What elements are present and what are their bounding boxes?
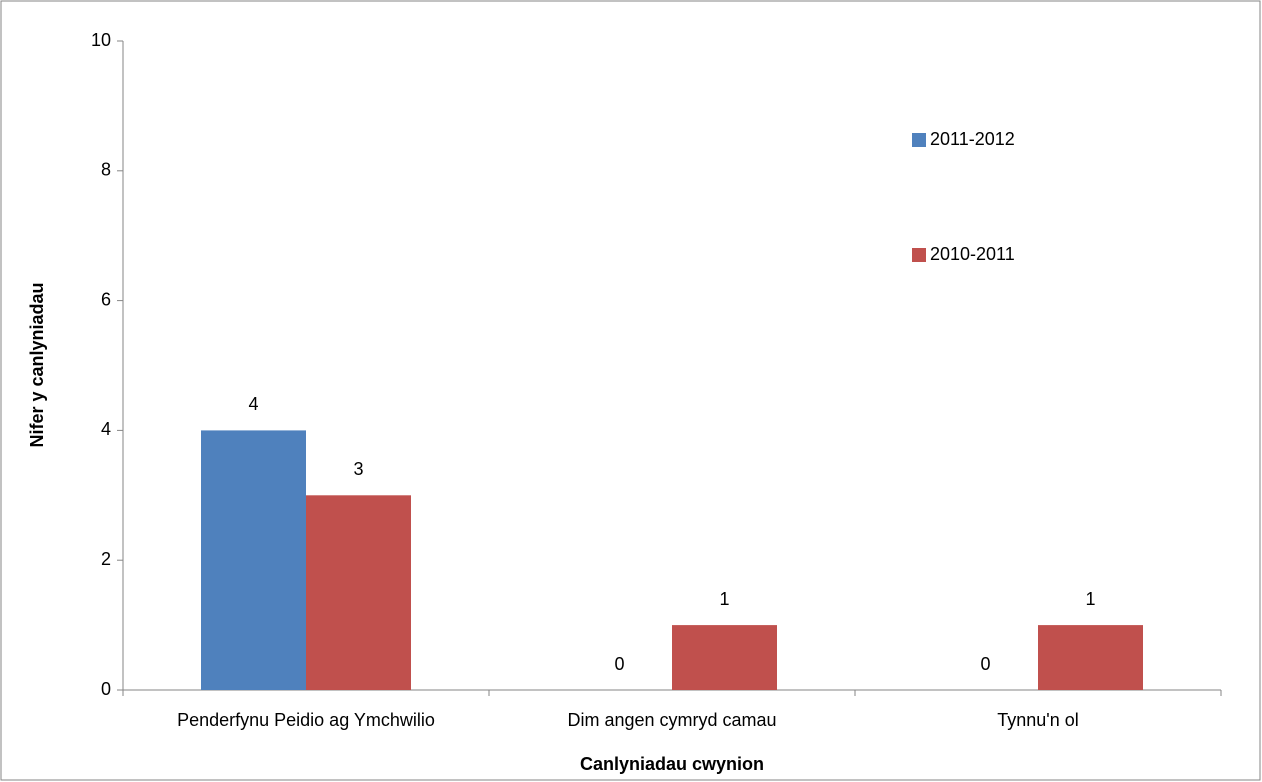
- bar: [1038, 625, 1143, 690]
- y-tick-label: 8: [101, 160, 111, 180]
- value-label: 1: [719, 589, 729, 609]
- y-axis-title: Nifer y canlyniadau: [27, 282, 47, 447]
- x-tick-label: Tynnu'n ol: [997, 710, 1079, 730]
- bar: [306, 495, 411, 690]
- bar: [672, 625, 777, 690]
- value-label: 0: [614, 654, 624, 674]
- x-axis-title: Canlyniadau cwynion: [580, 754, 764, 774]
- x-tick-label: Dim angen cymryd camau: [567, 710, 776, 730]
- y-tick-label: 2: [101, 549, 111, 569]
- value-label: 3: [353, 459, 363, 479]
- value-label: 1: [1085, 589, 1095, 609]
- y-tick-label: 10: [91, 30, 111, 50]
- legend-label: 2011-2012: [930, 129, 1015, 149]
- value-label: 4: [248, 394, 258, 414]
- legend-swatch: [912, 133, 926, 147]
- value-label: 0: [980, 654, 990, 674]
- legend-label: 2010-2011: [930, 244, 1015, 264]
- legend-swatch: [912, 248, 926, 262]
- y-tick-label: 4: [101, 419, 111, 439]
- y-tick-label: 0: [101, 679, 111, 699]
- x-tick-label: Penderfynu Peidio ag Ymchwilio: [177, 710, 435, 730]
- bar: [201, 430, 306, 690]
- y-tick-label: 6: [101, 289, 111, 309]
